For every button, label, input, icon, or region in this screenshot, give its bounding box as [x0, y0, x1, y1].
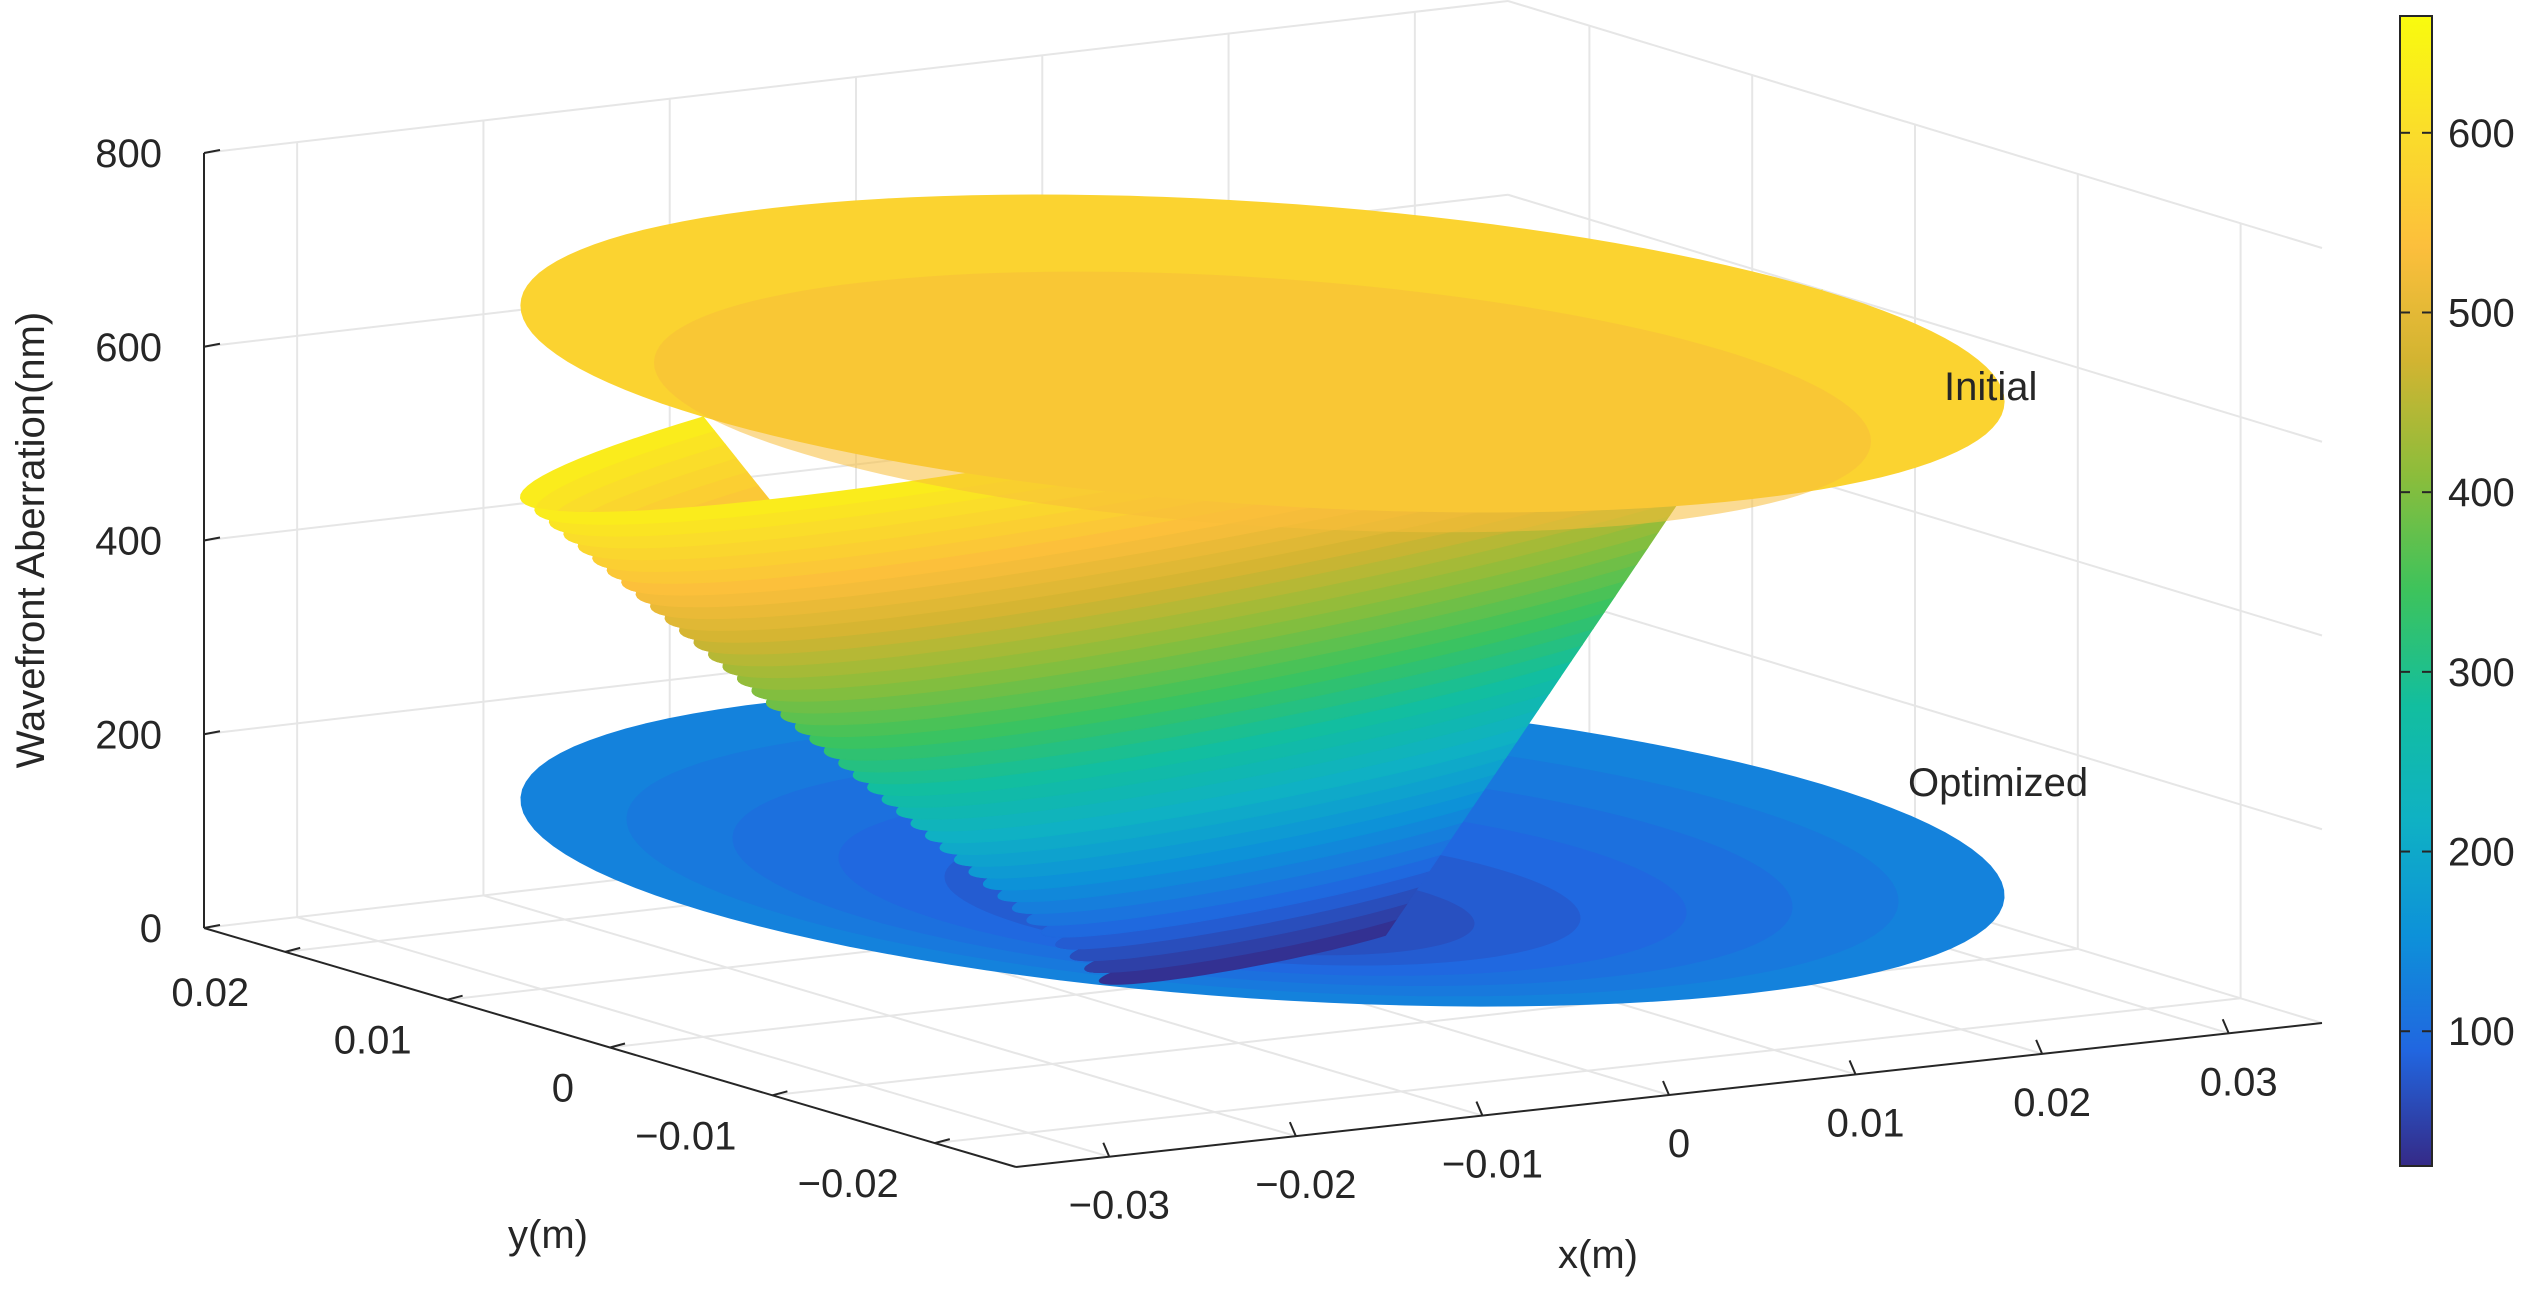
- colorbar-gradient: [2399, 15, 2433, 1167]
- colorbar-tick-label-0: 100: [2448, 1010, 2515, 1054]
- z-tick-label-4: 800: [95, 132, 162, 176]
- x-tick-label-4: 0.01: [1827, 1101, 1905, 1145]
- x-tick-label-0: −0.03: [1069, 1184, 1170, 1228]
- surface-plots: [519, 194, 2005, 1007]
- y-tick-mark-4: [934, 1138, 951, 1145]
- y-axis-label: y(m): [508, 1213, 588, 1257]
- z-axis-label: Wavefront Aberration(nm): [9, 312, 53, 768]
- z-tick-mark-4: [203, 149, 221, 154]
- z-tick-mark-1: [203, 730, 221, 736]
- colorbar-tick-label-5: 600: [2448, 112, 2515, 156]
- x-tick-mark-2: [1475, 1101, 1484, 1116]
- x-tick-label-1: −0.02: [1255, 1163, 1356, 1207]
- colorbar-tick-label-4: 500: [2448, 291, 2515, 335]
- z-axis-ticks: 0 200 400 600 800: [95, 132, 221, 951]
- z-tick-mark-2: [203, 536, 221, 542]
- z-tick-label-2: 400: [95, 520, 162, 564]
- z-tick-mark-0: [203, 924, 221, 929]
- colorbar: 100 200 300 400 500 600: [2399, 15, 2515, 1167]
- x-tick-mark-0: [1102, 1142, 1111, 1158]
- x-tick-label-5: 0.02: [2013, 1081, 2091, 1125]
- initial-surface-inner: [654, 271, 1871, 533]
- side-wall-grid-z-1: [1507, 581, 2323, 831]
- y-tick-label-4: −0.02: [798, 1162, 899, 1206]
- annotation-optimized: Optimized: [1908, 761, 2088, 805]
- z-tick-mark-3: [203, 342, 221, 348]
- y-tick-label-3: −0.01: [635, 1114, 736, 1158]
- colorbar-tick-label-3: 400: [2448, 471, 2515, 515]
- colorbar-tick-label-2: 300: [2448, 651, 2515, 695]
- x-tick-label-2: −0.01: [1442, 1143, 1543, 1187]
- y-tick-label-0: 0.02: [171, 971, 249, 1015]
- z-tick-label-0: 0: [140, 907, 162, 951]
- y-axis-ticks: 0.02 0.01 0 −0.01 −0.02: [171, 946, 951, 1206]
- x-tick-label-6: 0.03: [2200, 1060, 2278, 1104]
- x-tick-mark-6: [2221, 1018, 2230, 1034]
- z-tick-label-3: 600: [95, 326, 162, 370]
- y-tick-mark-2: [609, 1042, 626, 1049]
- z-tick-label-1: 200: [95, 713, 162, 757]
- x-tick-mark-5: [2035, 1039, 2044, 1055]
- colorbar-tick-label-1: 200: [2448, 831, 2515, 875]
- y-tick-label-2: 0: [552, 1067, 574, 1111]
- side-wall-grid-z-4: [1507, 0, 2323, 249]
- back-wall-grid-z-4: [203, 0, 1509, 154]
- floor-grid-y-0: [934, 997, 2241, 1145]
- x-tick-mark-4: [1848, 1060, 1857, 1075]
- y-tick-mark-0: [284, 946, 301, 953]
- x-axis-ticks: −0.03 −0.02 −0.01 0 0.01 0.02 0.03: [1069, 1018, 2278, 1228]
- x-tick-mark-3: [1662, 1080, 1670, 1096]
- y-tick-mark-1: [447, 994, 463, 1001]
- x-tick-mark-1: [1288, 1121, 1297, 1137]
- side-wall-grid-z-3: [1507, 193, 2323, 443]
- annotation-initial: Initial: [1944, 365, 2037, 409]
- x-tick-label-3: 0: [1668, 1122, 1690, 1166]
- x-axis-label: x(m): [1558, 1233, 1638, 1277]
- y-tick-label-1: 0.01: [334, 1019, 412, 1063]
- y-tick-mark-3: [772, 1090, 788, 1097]
